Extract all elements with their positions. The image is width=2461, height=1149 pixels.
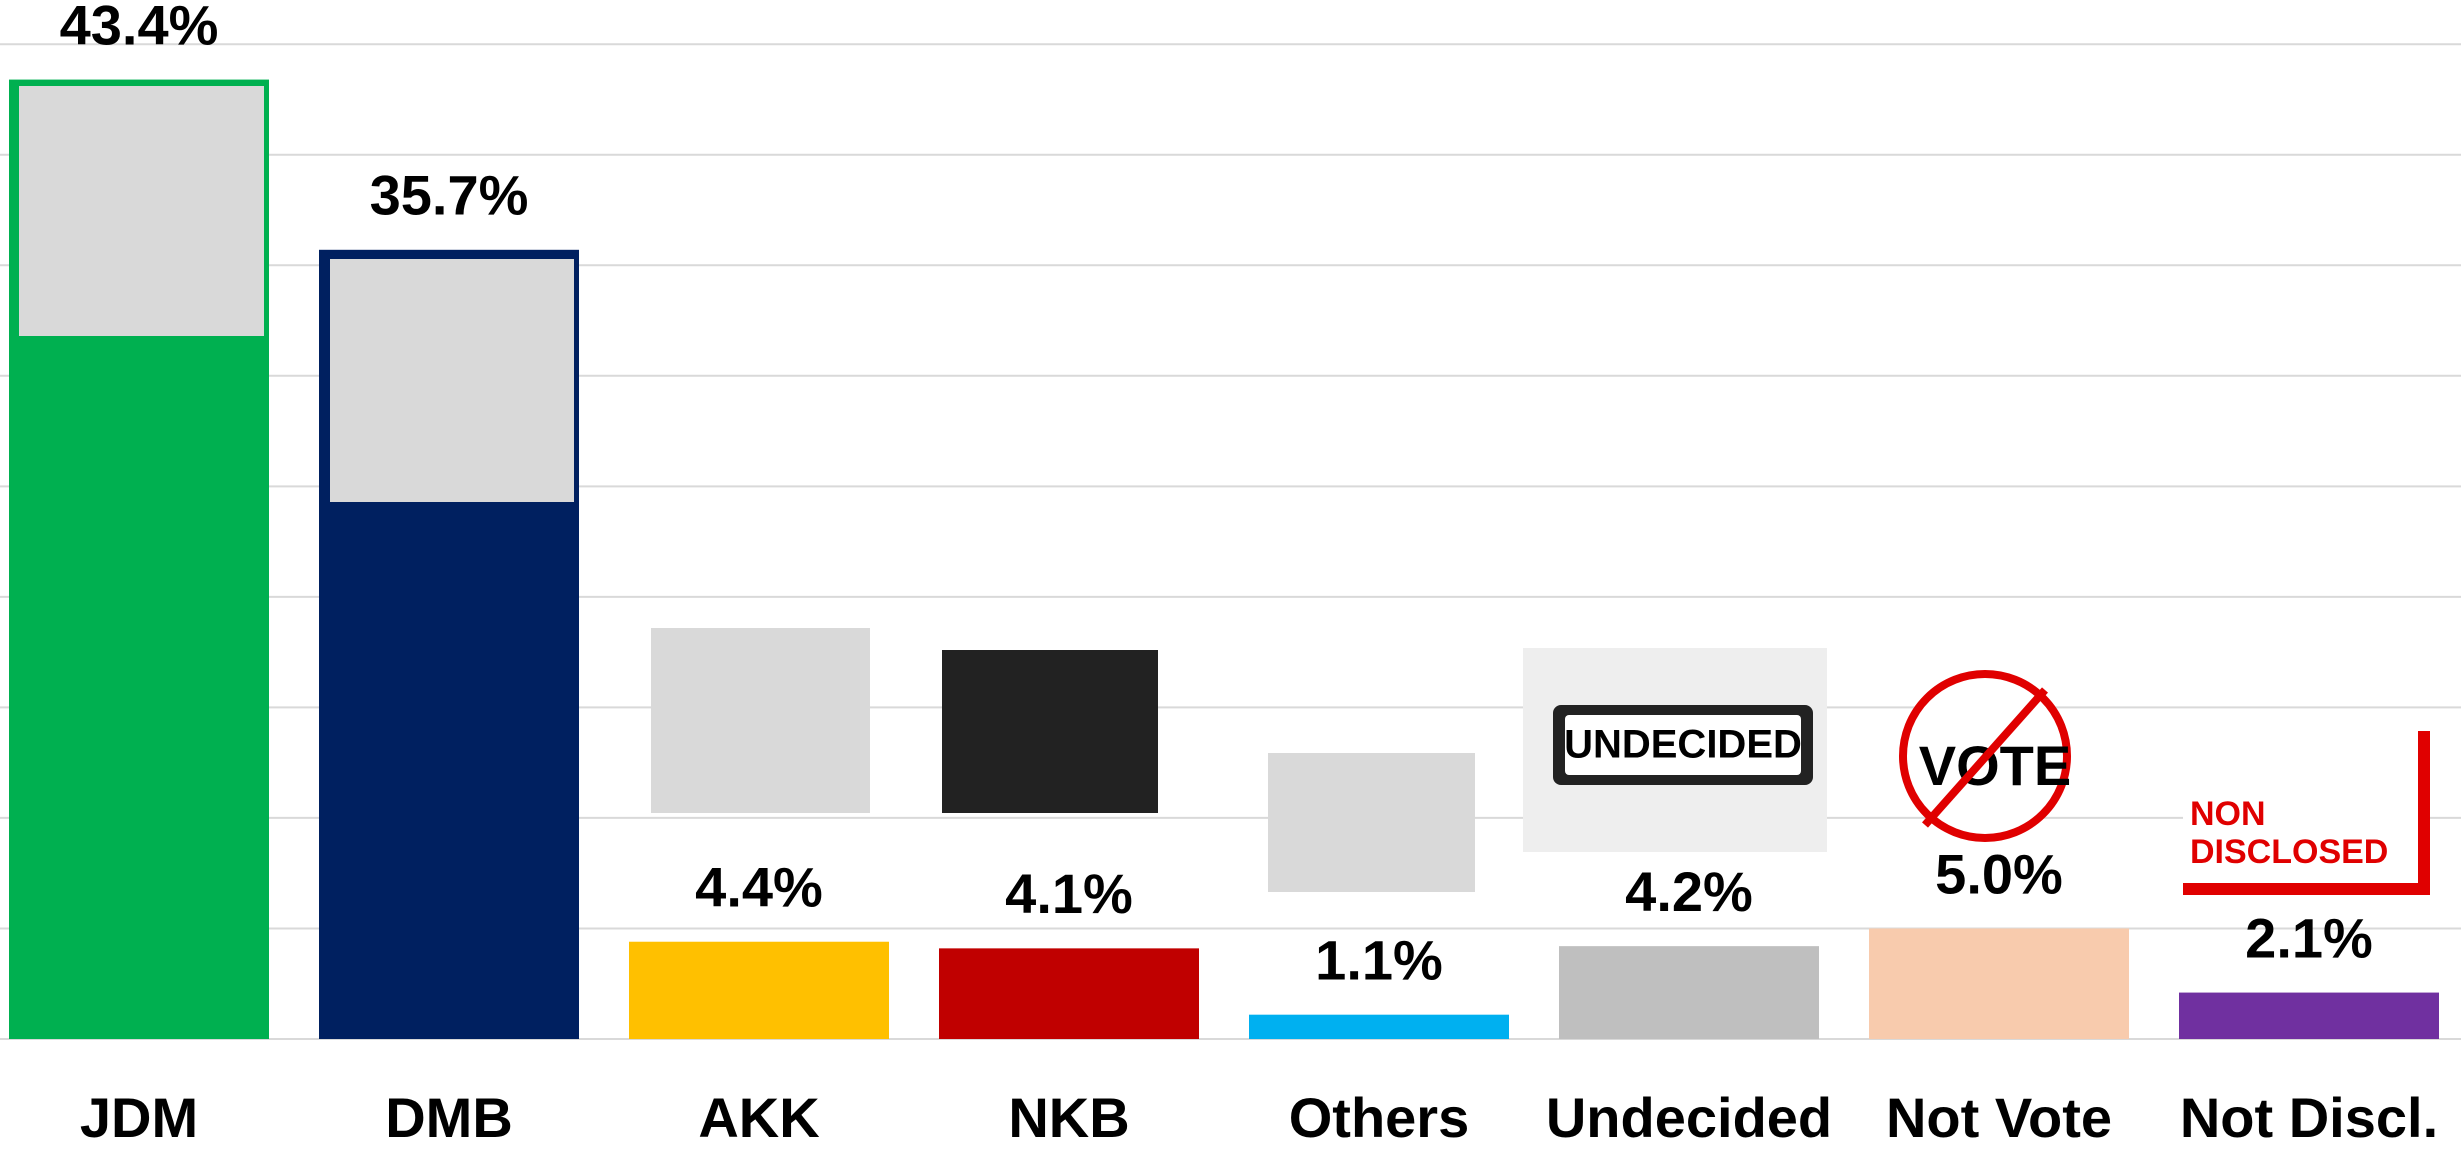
sign-text: UNDECIDED (1564, 723, 1802, 767)
x-tick-label: DMB (385, 1086, 513, 1149)
photo (651, 628, 870, 813)
non-disclosed-holder: NON DISCLOSED (2190, 795, 2389, 871)
value-label: 35.7% (370, 164, 529, 227)
x-tick-label: Not Vote (1886, 1086, 2112, 1149)
x-tick-label: AKK (698, 1086, 819, 1149)
non-disclosed-text: NON DISCLOSED (2190, 795, 2389, 871)
value-label: 4.4% (695, 856, 823, 919)
bar (629, 941, 889, 1039)
value-label: 4.1% (1005, 862, 1133, 925)
value-label: 4.2% (1625, 860, 1753, 923)
bar (939, 948, 1199, 1039)
value-label: 2.1% (2245, 906, 2373, 969)
x-tick-label: Undecided (1546, 1086, 1832, 1149)
bar (2179, 992, 2439, 1039)
value-label: 1.1% (1315, 928, 1443, 991)
x-tick-label: NKB (1008, 1086, 1129, 1149)
pictures: UNDECIDED VOTE NON DISCLOSED (19, 86, 2430, 895)
non-disclosed-border (2183, 883, 2430, 895)
photo (330, 259, 574, 502)
labels: 43.4% JDM 35.7% DMB 4.4% AKK 4.1% NKB 1.1% Others… (60, 0, 2439, 1149)
x-tick-label: Others (1289, 1086, 1470, 1149)
sign-inner (1565, 715, 1801, 775)
value-label: 43.4% (60, 0, 219, 56)
vote-slash (1922, 687, 2048, 828)
non-disclosed-box (2183, 731, 2430, 895)
value-label: 5.0% (1935, 842, 2063, 905)
x-tick-label: JDM (80, 1086, 198, 1149)
x-tick-label: Not Discl. (2180, 1086, 2438, 1149)
bar (1559, 946, 1819, 1039)
bar (1869, 928, 2129, 1039)
photo (942, 650, 1158, 813)
bar (1249, 1014, 1509, 1039)
photo (1268, 753, 1475, 892)
photo (19, 86, 264, 336)
non-disclosed-border (2418, 731, 2430, 895)
